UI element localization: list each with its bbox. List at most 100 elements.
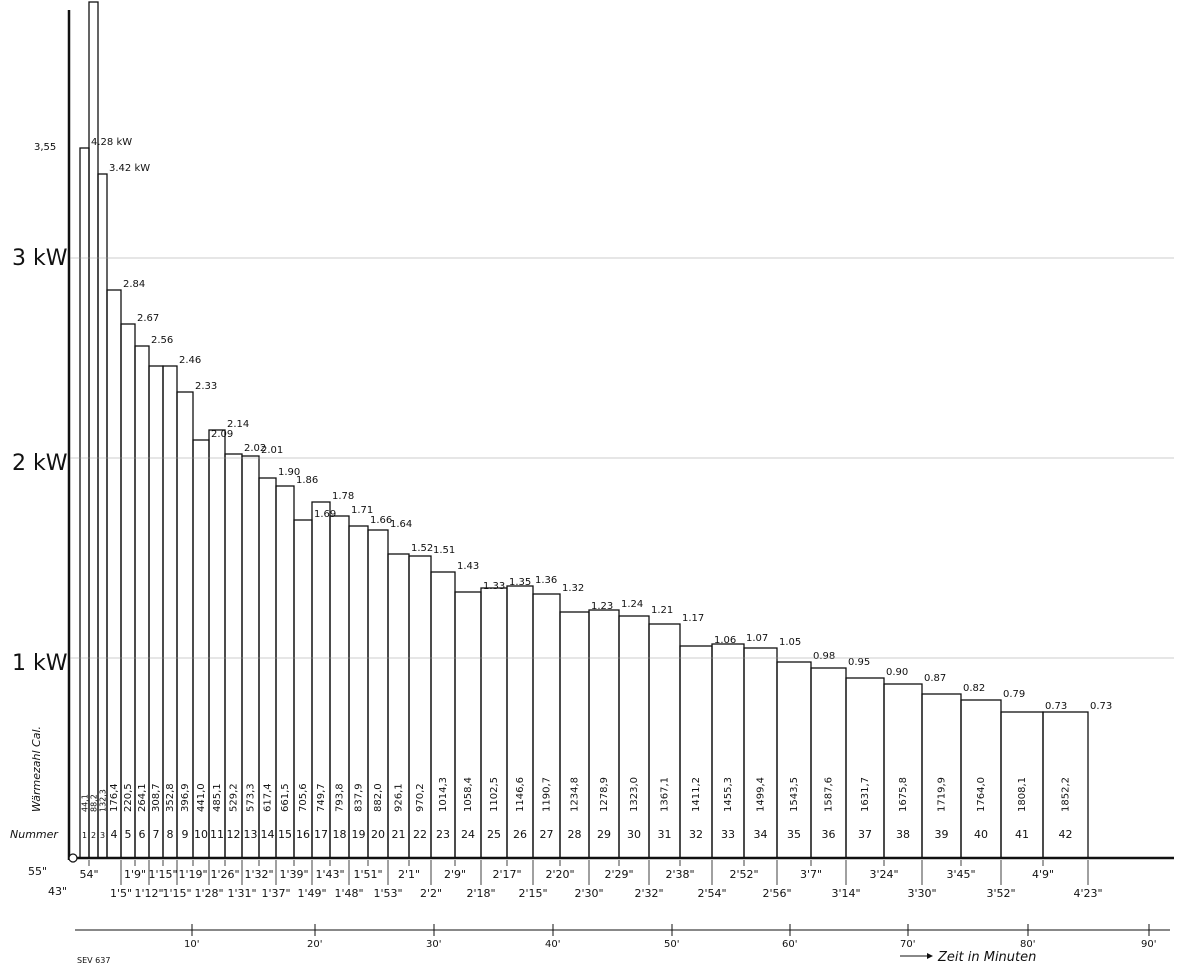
dur-label-8: 1'15" <box>162 887 191 900</box>
dur-label-17: 1'43" <box>315 868 344 881</box>
dur-label-41: 4'9" <box>1032 868 1054 881</box>
start-label-55: 55" <box>28 865 47 878</box>
bar-label-13: 2.01 <box>261 445 283 456</box>
cal-label-36: 1587,6 <box>824 777 835 812</box>
dur-label-32: 2'54" <box>697 887 726 900</box>
bar-id-28: 28 <box>568 828 582 841</box>
bar-34 <box>743 647 778 859</box>
cal-label-13: 573,3 <box>246 783 257 812</box>
dur-label-28: 2'30" <box>574 887 603 900</box>
bar-32 <box>679 645 713 859</box>
bar-29 <box>588 609 620 859</box>
cal-label-32: 1411,2 <box>691 777 702 812</box>
dur-label-26: 2'15" <box>518 887 547 900</box>
bar-id-41: 41 <box>1015 828 1029 841</box>
dur-label-29: 2'29" <box>604 868 633 881</box>
cal-label-11: 485,1 <box>212 783 223 812</box>
bar-id-26: 26 <box>513 828 527 841</box>
time-tick-label-4: 50' <box>664 939 679 950</box>
dur-label-21: 2'1" <box>398 868 420 881</box>
bar-id-6: 6 <box>139 828 146 841</box>
dur-label-31: 2'38" <box>665 868 694 881</box>
bar-id-15: 15 <box>278 828 292 841</box>
bar-label-42: 0.73 <box>1090 701 1112 712</box>
time-tick-label-0: 10' <box>184 939 199 950</box>
dur-label-25: 2'17" <box>492 868 521 881</box>
bar-5 <box>120 323 136 859</box>
dur-label-39: 3'45" <box>946 868 975 881</box>
time-tick-label-8: 90' <box>1141 939 1156 950</box>
y-label-1kw: 1 kW <box>12 651 68 676</box>
time-tick-label-5: 60' <box>782 939 797 950</box>
bar-42 <box>1042 711 1089 859</box>
row-header-cal: Wärmezahl Cal. <box>30 726 43 812</box>
cal-label-12: 529,2 <box>229 783 240 812</box>
x-label-arrowhead <box>927 953 933 959</box>
dur-label-24: 2'18" <box>466 887 495 900</box>
bar-id-40: 40 <box>974 828 988 841</box>
cal-label-7: 308,7 <box>151 783 162 812</box>
cal-label-14: 617,4 <box>263 783 274 812</box>
y-label-2kw: 2 kW <box>12 451 68 476</box>
bar-23 <box>430 571 456 859</box>
cal-label-2: 88,2 <box>90 794 99 812</box>
bar-id-22: 22 <box>413 828 427 841</box>
bar-id-42: 42 <box>1059 828 1073 841</box>
dur-label-15: 1'39" <box>279 868 308 881</box>
cal-label-31: 1367,1 <box>660 777 671 812</box>
bar-id-23: 23 <box>436 828 450 841</box>
dur-label-14: 1'37" <box>261 887 290 900</box>
bar-id-20: 20 <box>371 828 385 841</box>
bar-id-30: 30 <box>627 828 641 841</box>
y-label-3kw: 3 kW <box>12 246 68 271</box>
cal-label-10: 441,0 <box>196 783 207 812</box>
cal-label-28: 1234,8 <box>570 777 581 812</box>
dur-label-10: 1'28" <box>194 887 223 900</box>
cal-label-18: 793,8 <box>335 783 346 812</box>
bar-id-9: 9 <box>182 828 189 841</box>
cal-label-22: 970,2 <box>415 783 426 812</box>
bar-label-34: 1.05 <box>779 637 801 648</box>
cal-label-16: 705,6 <box>298 783 309 812</box>
cal-label-40: 1764,0 <box>976 777 987 812</box>
cal-label-35: 1543,5 <box>789 777 800 812</box>
cal-label-38: 1675,8 <box>898 777 909 812</box>
dur-label-22: 2'2" <box>420 887 442 900</box>
bar-id-24: 24 <box>461 828 475 841</box>
bar-label-41: 0.73 <box>1045 701 1067 712</box>
bar-label-39: 0.82 <box>963 683 985 694</box>
bar-id-25: 25 <box>487 828 501 841</box>
start-label-43: 43" <box>48 885 67 898</box>
bar-id-39: 39 <box>935 828 949 841</box>
bar-31 <box>648 623 681 859</box>
cal-label-15: 661,5 <box>280 783 291 812</box>
dur-label-16: 1'49" <box>297 887 326 900</box>
bar-label-15: 1.86 <box>296 475 318 486</box>
dur-label-7: 1'15" <box>148 868 177 881</box>
bar-id-7: 7 <box>153 828 160 841</box>
bar-label-3: 3.42 kW <box>109 163 150 174</box>
bar-label-23: 1.43 <box>457 561 479 572</box>
bar-label-11: 2.14 <box>227 419 249 430</box>
cal-label-41: 1808,1 <box>1017 777 1028 812</box>
cal-label-20: 882,0 <box>373 783 384 812</box>
bar-id-18: 18 <box>333 828 347 841</box>
bar-label-8: 2.46 <box>179 355 201 366</box>
bar-id-4: 4 <box>111 828 118 841</box>
bar-id-8: 8 <box>167 828 174 841</box>
time-tick-label-7: 80' <box>1020 939 1035 950</box>
bar-label-36: 0.95 <box>848 657 870 668</box>
bar-id-34: 34 <box>754 828 768 841</box>
bar-label-38: 0.87 <box>924 673 946 684</box>
bar-id-32: 32 <box>689 828 703 841</box>
bar-id-1: 1 <box>82 831 87 840</box>
bar-4 <box>106 289 122 859</box>
bar-id-37: 37 <box>858 828 872 841</box>
dur-label-1: 54" <box>79 868 98 881</box>
bar-label-9: 2.33 <box>195 381 217 392</box>
bar-id-3: 3 <box>100 831 105 840</box>
bar-25 <box>480 587 508 859</box>
cal-label-19: 837,9 <box>354 783 365 812</box>
